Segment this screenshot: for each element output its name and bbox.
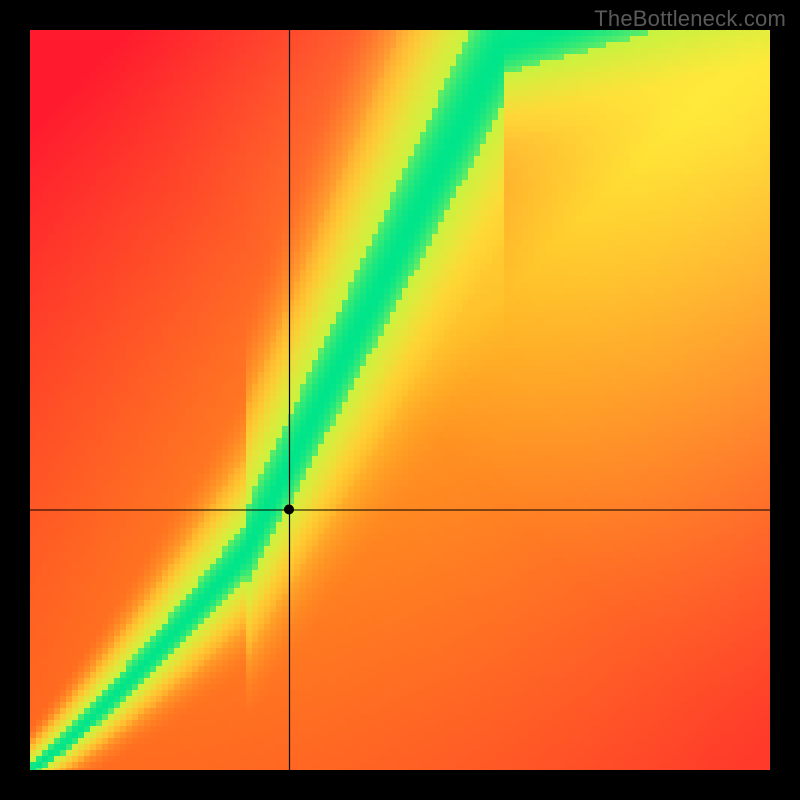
chart-container: TheBottleneck.com — [0, 0, 800, 800]
watermark-text: TheBottleneck.com — [594, 6, 786, 32]
heatmap-canvas — [30, 30, 770, 770]
